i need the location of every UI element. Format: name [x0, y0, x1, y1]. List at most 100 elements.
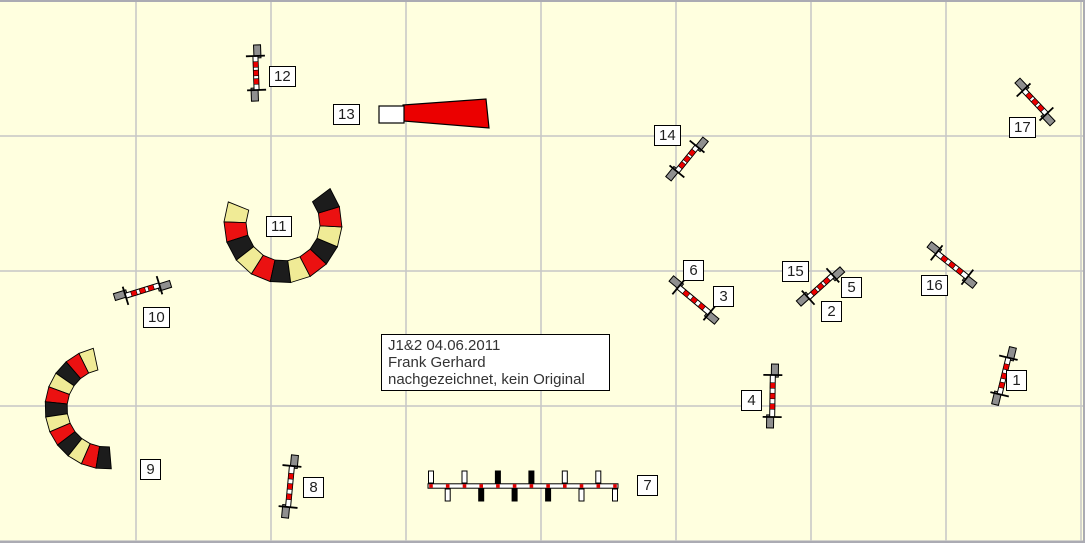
jump-10: [112, 275, 173, 306]
chute-entry: [378, 105, 405, 124]
jump-bar-stripe: [252, 61, 259, 68]
tunnel-segment: [95, 446, 112, 470]
tunnel-11: [223, 187, 343, 284]
info-box: J1&2 04.06.2011 Frank Gerhard nachgezeic…: [381, 334, 610, 391]
jump-bar-stripe: [677, 161, 687, 170]
jump-bar-stripe: [1025, 91, 1034, 101]
jump-bar-stripe: [769, 392, 776, 400]
info-line-author: Frank Gerhard: [388, 354, 486, 371]
jump-tick: [1016, 82, 1032, 98]
weave-base-bar: [427, 483, 619, 489]
jump-bar-stripe: [287, 472, 295, 480]
jump-1: [990, 346, 1018, 406]
jump-bar-stripe: [769, 403, 776, 410]
jump-tick: [960, 269, 974, 286]
obstacle-label-3: 3: [713, 286, 734, 307]
jump-bar-stripe: [822, 276, 831, 286]
jump-bar-stripe: [1036, 103, 1045, 113]
obstacle-label-7: 7: [637, 475, 658, 496]
chute-fabric: [402, 98, 490, 129]
obstacle-label-14: 14: [654, 125, 681, 146]
weave-pole: [545, 488, 552, 502]
jump-14: [665, 136, 709, 182]
weave-pole: [494, 470, 501, 484]
weave-pole: [528, 470, 535, 484]
jump-bar-stripe: [955, 266, 964, 276]
weave-pole: [478, 488, 485, 502]
jump-4: [762, 363, 783, 429]
jump-bar-stripe: [138, 286, 147, 295]
jump-tick: [998, 354, 1018, 361]
obstacle-label-9: 9: [140, 459, 161, 480]
weave-pole: [461, 470, 468, 484]
weave-base-dot: [563, 484, 567, 488]
jump-bar-stripe: [682, 154, 692, 164]
jump-tick: [278, 505, 298, 509]
jump-16: [926, 240, 978, 290]
obstacle-label-11: 11: [266, 216, 292, 237]
weave-7: [427, 470, 619, 502]
weave-pole: [428, 470, 434, 484]
jump-tick: [155, 275, 164, 295]
jump-tick: [282, 464, 302, 468]
jump-bar-stripe: [697, 302, 706, 311]
jump-tick: [245, 54, 265, 58]
weave-pole: [578, 488, 585, 502]
weave-pole: [595, 470, 602, 484]
obstacle-label-8: 8: [303, 477, 324, 498]
jump-tick: [121, 286, 130, 306]
jump-bar-stripe: [940, 254, 949, 264]
jump-tick: [930, 244, 944, 261]
obstacle-label-4: 4: [741, 390, 762, 411]
obstacle-label-5: 5: [841, 277, 862, 298]
jump-3-6: [668, 275, 720, 325]
weave-base-dot: [496, 484, 500, 488]
jump-tick: [671, 279, 686, 295]
jump-bar-stripe: [769, 382, 776, 389]
chute-13: [378, 98, 490, 129]
weave-base-dot: [479, 484, 483, 488]
jump-bar-stripe: [810, 287, 819, 297]
tunnel-segment: [223, 201, 250, 224]
weave-pole: [444, 488, 451, 502]
tunnel-9: [44, 347, 112, 470]
jump-bar-stripe: [947, 260, 957, 270]
weave-pole: [511, 488, 518, 502]
weave-base-dot: [529, 484, 534, 488]
jump-bar-stripe: [253, 69, 259, 77]
tunnel-segment: [311, 187, 341, 214]
weave-base-dot: [613, 484, 617, 488]
obstacle-label-16: 16: [921, 275, 948, 296]
jump-bar-stripe: [1002, 363, 1010, 371]
jump-bar-stripe: [682, 289, 691, 298]
weave-base-dot: [462, 484, 467, 488]
jump-tick: [825, 267, 840, 284]
weave-pole: [561, 470, 568, 484]
jump-bar-stripe: [998, 381, 1006, 389]
obstacle-label-17: 17: [1009, 117, 1036, 138]
jump-2-5-15: [795, 266, 846, 307]
obstacle-label-1: 1: [1006, 370, 1027, 391]
weave-base-dot: [429, 484, 433, 488]
info-line-note: nachgezeichnet, kein Original: [388, 371, 585, 388]
jump-tick: [990, 391, 1010, 398]
jump-12: [245, 44, 267, 102]
jump-tick: [1038, 106, 1054, 122]
jump-bar-stripe: [285, 493, 293, 501]
jump-bar-stripe: [130, 289, 138, 297]
obstacle-label-6: 6: [683, 260, 704, 281]
weave-base-dot: [579, 484, 584, 488]
jump-8: [278, 454, 302, 519]
jump-tick: [702, 305, 717, 321]
weave-base-dot: [546, 484, 550, 488]
obstacle-label-13: 13: [333, 104, 360, 125]
obstacle-label-2: 2: [821, 301, 842, 322]
jump-bar-stripe: [147, 284, 155, 292]
jump-tick: [801, 289, 816, 306]
weave-base-dot: [445, 484, 450, 488]
obstacle-label-15: 15: [782, 261, 809, 282]
jump-bar-stripe: [689, 295, 699, 305]
